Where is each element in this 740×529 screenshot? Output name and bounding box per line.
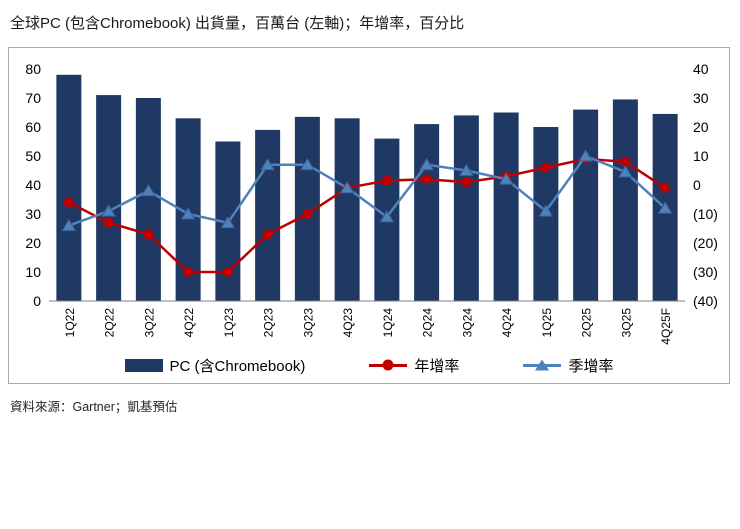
bar-2Q23	[255, 129, 281, 301]
left-axis-tick: 70	[25, 90, 41, 106]
qoq-marker-1Q23	[220, 215, 236, 229]
yoy-marker-1Q25	[540, 162, 551, 173]
qoq-marker-2Q23	[260, 157, 276, 171]
legend-item-pc: PC (含Chromebook)	[124, 355, 306, 376]
yoy-line-marker-icon	[369, 359, 408, 371]
bar-series-swatch-icon	[124, 358, 163, 372]
qoq-marker-3Q25	[617, 164, 633, 178]
bar-4Q24	[493, 112, 519, 301]
right-axis-tick: (30)	[693, 264, 718, 280]
right-axis-tick: (20)	[693, 235, 718, 251]
yoy-marker-1Q23	[222, 267, 233, 277]
bar-4Q23	[334, 118, 360, 301]
chart-container: 0 10 20 30 40 50 60 70 80 40 30 20 10 0 (10) (20) (30) (4…	[8, 47, 730, 384]
category-label: 1Q23	[222, 308, 236, 338]
yoy-marker-1Q22	[63, 197, 74, 208]
source-note: 資料來源：Gartner；凱基預估	[10, 400, 178, 414]
bar-2Q24	[414, 124, 440, 301]
right-axis-tick: 10	[693, 148, 709, 164]
yoy-marker-2Q24	[421, 174, 432, 185]
legend-item-qoq: 季增率	[523, 355, 613, 376]
category-label: 2Q24	[421, 308, 435, 338]
category-label: 2Q22	[103, 308, 117, 338]
qoq-marker-2Q24	[419, 157, 435, 171]
yoy-marker-3Q24	[461, 177, 472, 188]
category-label: 1Q22	[63, 308, 77, 338]
category-label: 3Q22	[142, 308, 156, 338]
category-label: 4Q24	[500, 308, 514, 338]
left-axis-tick: 80	[25, 61, 41, 77]
right-axis-tick: 30	[693, 90, 709, 106]
left-axis-tick: 60	[25, 119, 41, 135]
category-label: 4Q25F	[659, 308, 673, 345]
qoq-marker-4Q22	[180, 207, 196, 220]
left-axis-tick: 40	[25, 177, 41, 193]
category-label: 4Q22	[182, 308, 196, 338]
category-label: 1Q25	[540, 308, 554, 338]
qoq-marker-4Q23	[339, 180, 355, 194]
bar-1Q22	[56, 74, 82, 301]
legend-label-qoq: 季增率	[568, 357, 614, 375]
qoq-marker-1Q22	[61, 218, 77, 232]
left-axis-tick: 10	[25, 264, 41, 280]
category-label: 4Q23	[341, 308, 355, 338]
yoy-line	[68, 157, 666, 274]
right-axis-tick: (40)	[693, 293, 718, 309]
left-axis-tick: 0	[33, 293, 41, 309]
yoy-marker-4Q22	[183, 267, 194, 277]
right-axis-tick: 0	[693, 177, 701, 193]
yoy-marker-2Q23	[262, 229, 273, 240]
right-axis-tick: 40	[693, 61, 709, 77]
chart-title: 全球PC (包含Chromebook) 出貨量，百萬台 (左軸)；年增率，百分比	[10, 15, 465, 32]
category-label: 3Q23	[301, 308, 315, 338]
qoq-marker-1Q25	[538, 204, 554, 217]
qoq-marker-4Q24	[498, 172, 514, 185]
qoq-marker-3Q24	[458, 163, 474, 176]
bar-3Q22	[135, 98, 161, 301]
yoy-marker-2Q22	[103, 217, 114, 228]
chart-legend: PC (含Chromebook) 年增率 季增率	[9, 347, 729, 383]
yoy-marker-4Q25F	[660, 182, 671, 193]
combo-chart: 0 10 20 30 40 50 60 70 80 40 30 20 10 0 (10) (20) (30) (4…	[25, 61, 718, 345]
yoy-marker-3Q22	[143, 229, 154, 240]
category-label: 1Q24	[381, 308, 395, 338]
bar-2Q25	[573, 109, 599, 301]
bar-2Q22	[96, 95, 122, 301]
category-label: 3Q24	[460, 308, 474, 338]
left-axis-tick: 30	[25, 206, 41, 222]
category-label: 3Q25	[619, 308, 633, 338]
qoq-marker-4Q25F	[657, 201, 673, 214]
category-label: 2Q25	[580, 308, 594, 338]
right-axis-tick: 20	[693, 119, 709, 135]
legend-label-pc: PC (含Chromebook)	[169, 357, 306, 375]
qoq-line	[68, 154, 666, 227]
yoy-marker-3Q25	[620, 156, 631, 167]
bar-3Q25	[612, 99, 638, 301]
qoq-line-marker-icon	[523, 359, 562, 371]
category-label: 2Q23	[262, 308, 276, 338]
qoq-marker-2Q25	[578, 149, 594, 162]
qoq-marker-1Q24	[379, 209, 395, 223]
yoy-marker-1Q24	[381, 175, 392, 186]
qoq-marker-2Q22	[101, 204, 117, 217]
left-axis-tick: 50	[25, 148, 41, 164]
left-axis-tick: 20	[25, 235, 41, 251]
legend-label-yoy: 年增率	[414, 357, 460, 375]
qoq-marker-3Q22	[140, 183, 156, 197]
qoq-marker-3Q23	[299, 157, 315, 171]
legend-item-yoy: 年增率	[369, 355, 459, 376]
right-axis-tick: (10)	[693, 206, 718, 222]
bar-3Q24	[453, 115, 479, 302]
yoy-marker-3Q23	[302, 209, 313, 219]
